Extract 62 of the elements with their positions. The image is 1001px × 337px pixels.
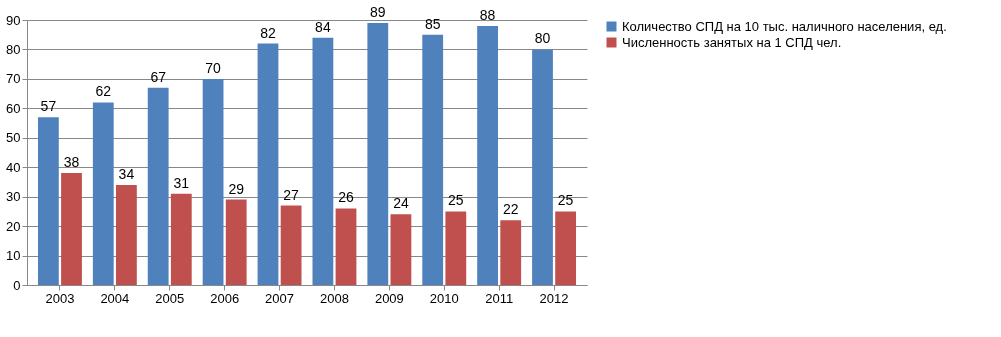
bar [477,25,498,285]
bar [335,208,357,285]
data-label: 25 [448,192,464,209]
data-label: 26 [338,189,355,206]
x-tick-label: 2011 [485,290,514,306]
y-tick-label: 70 [6,71,21,87]
x-tick-label: 2004 [100,290,130,306]
data-label: 84 [315,18,331,35]
bar [37,117,59,285]
data-label: 57 [40,98,57,115]
bar [500,220,522,285]
data-label: 82 [260,24,276,41]
bar [202,78,224,285]
x-tick-label: 2005 [155,290,185,306]
x-tick-label: 2009 [374,290,404,306]
y-tick-label: 50 [6,130,21,146]
legend-label: Количество СПД на 10 тыс. наличного населения, ед. [622,18,947,34]
y-tick-label: 90 [6,12,21,28]
data-label: 38 [63,154,80,171]
data-label: 89 [370,3,386,20]
x-tick-label: 2008 [319,290,349,306]
data-label: 70 [205,59,222,76]
data-label: 67 [150,68,167,85]
y-tick-label: 40 [6,159,21,175]
y-tick-label: 0 [13,277,21,293]
x-tick-label: 2003 [45,290,75,306]
bar [92,102,114,285]
bar [280,205,302,285]
data-label: 31 [173,174,190,191]
data-label: 80 [534,30,551,47]
bar [390,214,412,285]
data-label: 34 [118,165,135,182]
y-tick-label: 80 [6,41,21,57]
bar [225,199,247,285]
data-label: 25 [557,192,574,209]
bar [147,87,169,285]
x-tick-label: 2010 [429,290,459,306]
bar [61,173,82,285]
bar [312,37,334,285]
data-label: 29 [228,180,245,197]
x-tick-label: 2012 [539,290,569,306]
bar [116,184,137,285]
y-tick-label: 30 [6,189,21,205]
y-tick-label: 60 [6,100,21,116]
x-tick-label: 2006 [210,290,240,306]
bar [555,211,577,285]
data-label: 62 [95,83,112,100]
y-tick-label: 20 [6,218,21,234]
x-tick-label: 2007 [265,290,295,306]
data-label: 24 [393,195,409,212]
data-label: 22 [502,201,519,218]
data-label: 88 [479,6,496,23]
data-label: 27 [283,186,300,203]
data-label: 85 [424,15,441,32]
bar [532,49,553,285]
bar [367,22,389,285]
bar [422,34,444,285]
y-tick-label: 10 [6,248,21,264]
bar [445,211,467,285]
bar [170,193,192,285]
bar [257,43,279,285]
legend-label: Численность занятых на 1 СПД чел. [622,34,842,50]
